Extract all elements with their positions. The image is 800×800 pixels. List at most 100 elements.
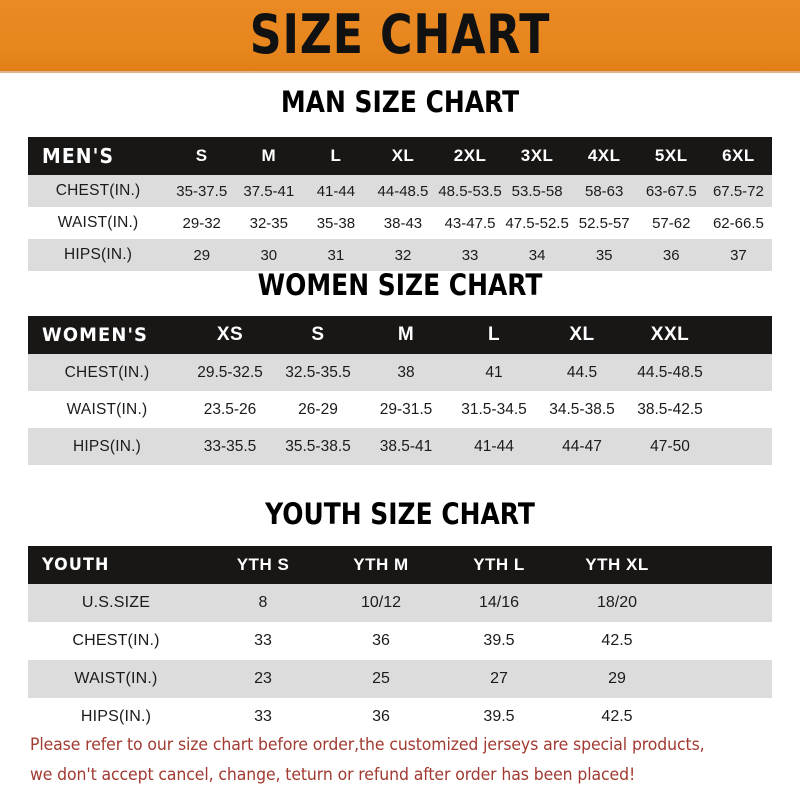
table-row: CHEST(IN.) 29.5-32.5 32.5-35.5 38 41 44.… xyxy=(28,354,772,391)
table-cell: 25 xyxy=(322,660,440,698)
women-size-table: WOMEN'S XS S M L XL XXL CHEST(IN.) 29.5-… xyxy=(28,316,772,465)
table-cell: 36 xyxy=(322,622,440,660)
table-cell: 33 xyxy=(436,239,504,271)
women-col-header-s: S xyxy=(311,324,325,345)
table-cell: 62-66.5 xyxy=(704,207,772,239)
table-cell-spacer xyxy=(714,428,772,465)
table-cell: 27 xyxy=(440,660,558,698)
table-cell: 33 xyxy=(204,622,322,660)
men-col-header-5xl: 5XL xyxy=(654,146,688,165)
men-corner-text: MEN'S xyxy=(42,144,115,168)
table-cell: 38-43 xyxy=(369,207,437,239)
table-cell: 53.5-58 xyxy=(503,175,571,207)
footer-notice: Please refer to our size chart before or… xyxy=(30,730,739,790)
women-table-header-row: WOMEN'S XS S M L XL XXL xyxy=(28,316,772,354)
youth-col-header-xl: YTH XL xyxy=(585,555,649,574)
table-cell: 38.5-41 xyxy=(362,428,450,465)
table-cell: 32-35 xyxy=(235,207,303,239)
table-row: WAIST(IN.) 23 25 27 29 xyxy=(28,660,772,698)
table-cell-spacer xyxy=(676,660,772,698)
table-cell-spacer xyxy=(676,698,772,736)
youth-corner-text: YOUTH xyxy=(42,555,110,575)
women-col-header-m: M xyxy=(397,324,415,345)
table-cell: 36 xyxy=(637,239,705,271)
table-cell: 23.5-26 xyxy=(186,391,274,428)
table-row: WAIST(IN.) 23.5-26 26-29 29-31.5 31.5-34… xyxy=(28,391,772,428)
youth-row-label-us-size: U.S.SIZE xyxy=(28,584,204,622)
men-row-label-chest: CHEST(IN.) xyxy=(28,175,169,207)
table-row: U.S.SIZE 8 10/12 14/16 18/20 xyxy=(28,584,772,622)
men-col-header-4xl: 4XL xyxy=(587,146,621,165)
women-corner-text: WOMEN'S xyxy=(42,324,149,346)
men-col-header-3xl: 3XL xyxy=(520,146,554,165)
women-col-header-l: L xyxy=(487,324,501,345)
men-col-header-xl: XL xyxy=(391,146,415,165)
table-cell: 67.5-72 xyxy=(704,175,772,207)
table-cell: 37.5-41 xyxy=(235,175,303,207)
table-cell: 37 xyxy=(704,239,772,271)
table-cell: 35-37.5 xyxy=(168,175,236,207)
men-col-header-2xl: 2XL xyxy=(453,146,487,165)
table-cell: 33 xyxy=(204,698,322,736)
footer-notice-line-1: Please refer to our size chart before or… xyxy=(30,735,705,754)
women-table-corner-label: WOMEN'S xyxy=(28,316,186,354)
women-col-header-xl: XL xyxy=(569,324,595,345)
table-cell: 14/16 xyxy=(440,584,558,622)
table-cell: 44-48.5 xyxy=(369,175,437,207)
table-cell: 42.5 xyxy=(558,698,676,736)
table-cell: 35.5-38.5 xyxy=(274,428,362,465)
table-cell: 31.5-34.5 xyxy=(450,391,538,428)
table-cell: 30 xyxy=(235,239,303,271)
table-cell: 39.5 xyxy=(440,622,558,660)
table-cell: 29-32 xyxy=(168,207,236,239)
men-col-header-l: L xyxy=(330,146,342,165)
table-cell: 10/12 xyxy=(322,584,440,622)
table-cell: 32.5-35.5 xyxy=(274,354,362,391)
youth-row-label-waist: WAIST(IN.) xyxy=(28,660,204,698)
table-cell: 31 xyxy=(302,239,370,271)
table-cell: 36 xyxy=(322,698,440,736)
table-cell: 52.5-57 xyxy=(570,207,638,239)
men-table-corner-label: MEN'S xyxy=(28,137,168,175)
section-heading-youth: YOUTH SIZE CHART xyxy=(265,497,535,531)
table-cell: 44.5-48.5 xyxy=(626,354,714,391)
table-row: HIPS(IN.) 29 30 31 32 33 34 35 36 37 xyxy=(28,239,772,271)
table-cell: 43-47.5 xyxy=(436,207,504,239)
men-size-table: MEN'S S M L XL 2XL 3XL 4XL 5XL 6XL CHEST… xyxy=(28,137,772,271)
women-col-header-xxl: XXL xyxy=(650,324,690,345)
page-title: SIZE CHART xyxy=(249,3,551,66)
youth-col-header-s: YTH S xyxy=(236,555,290,574)
table-cell: 47-50 xyxy=(626,428,714,465)
men-col-header-6xl: 6XL xyxy=(722,146,755,165)
table-cell: 8 xyxy=(204,584,322,622)
men-row-label-hips: HIPS(IN.) xyxy=(28,239,169,271)
table-cell: 26-29 xyxy=(274,391,362,428)
men-col-header-m: M xyxy=(261,146,277,165)
table-cell: 35-38 xyxy=(302,207,370,239)
table-cell: 29.5-32.5 xyxy=(186,354,274,391)
table-cell: 39.5 xyxy=(440,698,558,736)
table-cell: 32 xyxy=(369,239,437,271)
youth-row-label-hips: HIPS(IN.) xyxy=(28,698,204,736)
table-row: HIPS(IN.) 33 36 39.5 42.5 xyxy=(28,698,772,736)
table-cell: 44-47 xyxy=(538,428,626,465)
women-row-label-chest: CHEST(IN.) xyxy=(28,354,186,391)
youth-header-spacer xyxy=(676,546,772,584)
youth-size-table: YOUTH YTH S YTH M YTH L YTH XL U.S.SIZE … xyxy=(28,546,772,736)
table-cell: 48.5-53.5 xyxy=(436,175,504,207)
table-row: CHEST(IN.) 35-37.5 37.5-41 41-44 44-48.5… xyxy=(28,175,772,207)
table-cell: 41-44 xyxy=(302,175,370,207)
table-cell: 47.5-52.5 xyxy=(503,207,571,239)
section-heading-women: WOMEN SIZE CHART xyxy=(257,268,543,302)
table-cell: 34 xyxy=(503,239,571,271)
table-cell: 44.5 xyxy=(538,354,626,391)
table-cell: 29 xyxy=(558,660,676,698)
table-cell: 18/20 xyxy=(558,584,676,622)
table-cell-spacer xyxy=(714,391,772,428)
table-cell-spacer xyxy=(676,584,772,622)
table-cell: 41-44 xyxy=(450,428,538,465)
page-banner xyxy=(0,0,800,71)
men-table-header-row: MEN'S S M L XL 2XL 3XL 4XL 5XL 6XL xyxy=(28,137,772,175)
youth-table-corner-label: YOUTH xyxy=(28,546,204,584)
